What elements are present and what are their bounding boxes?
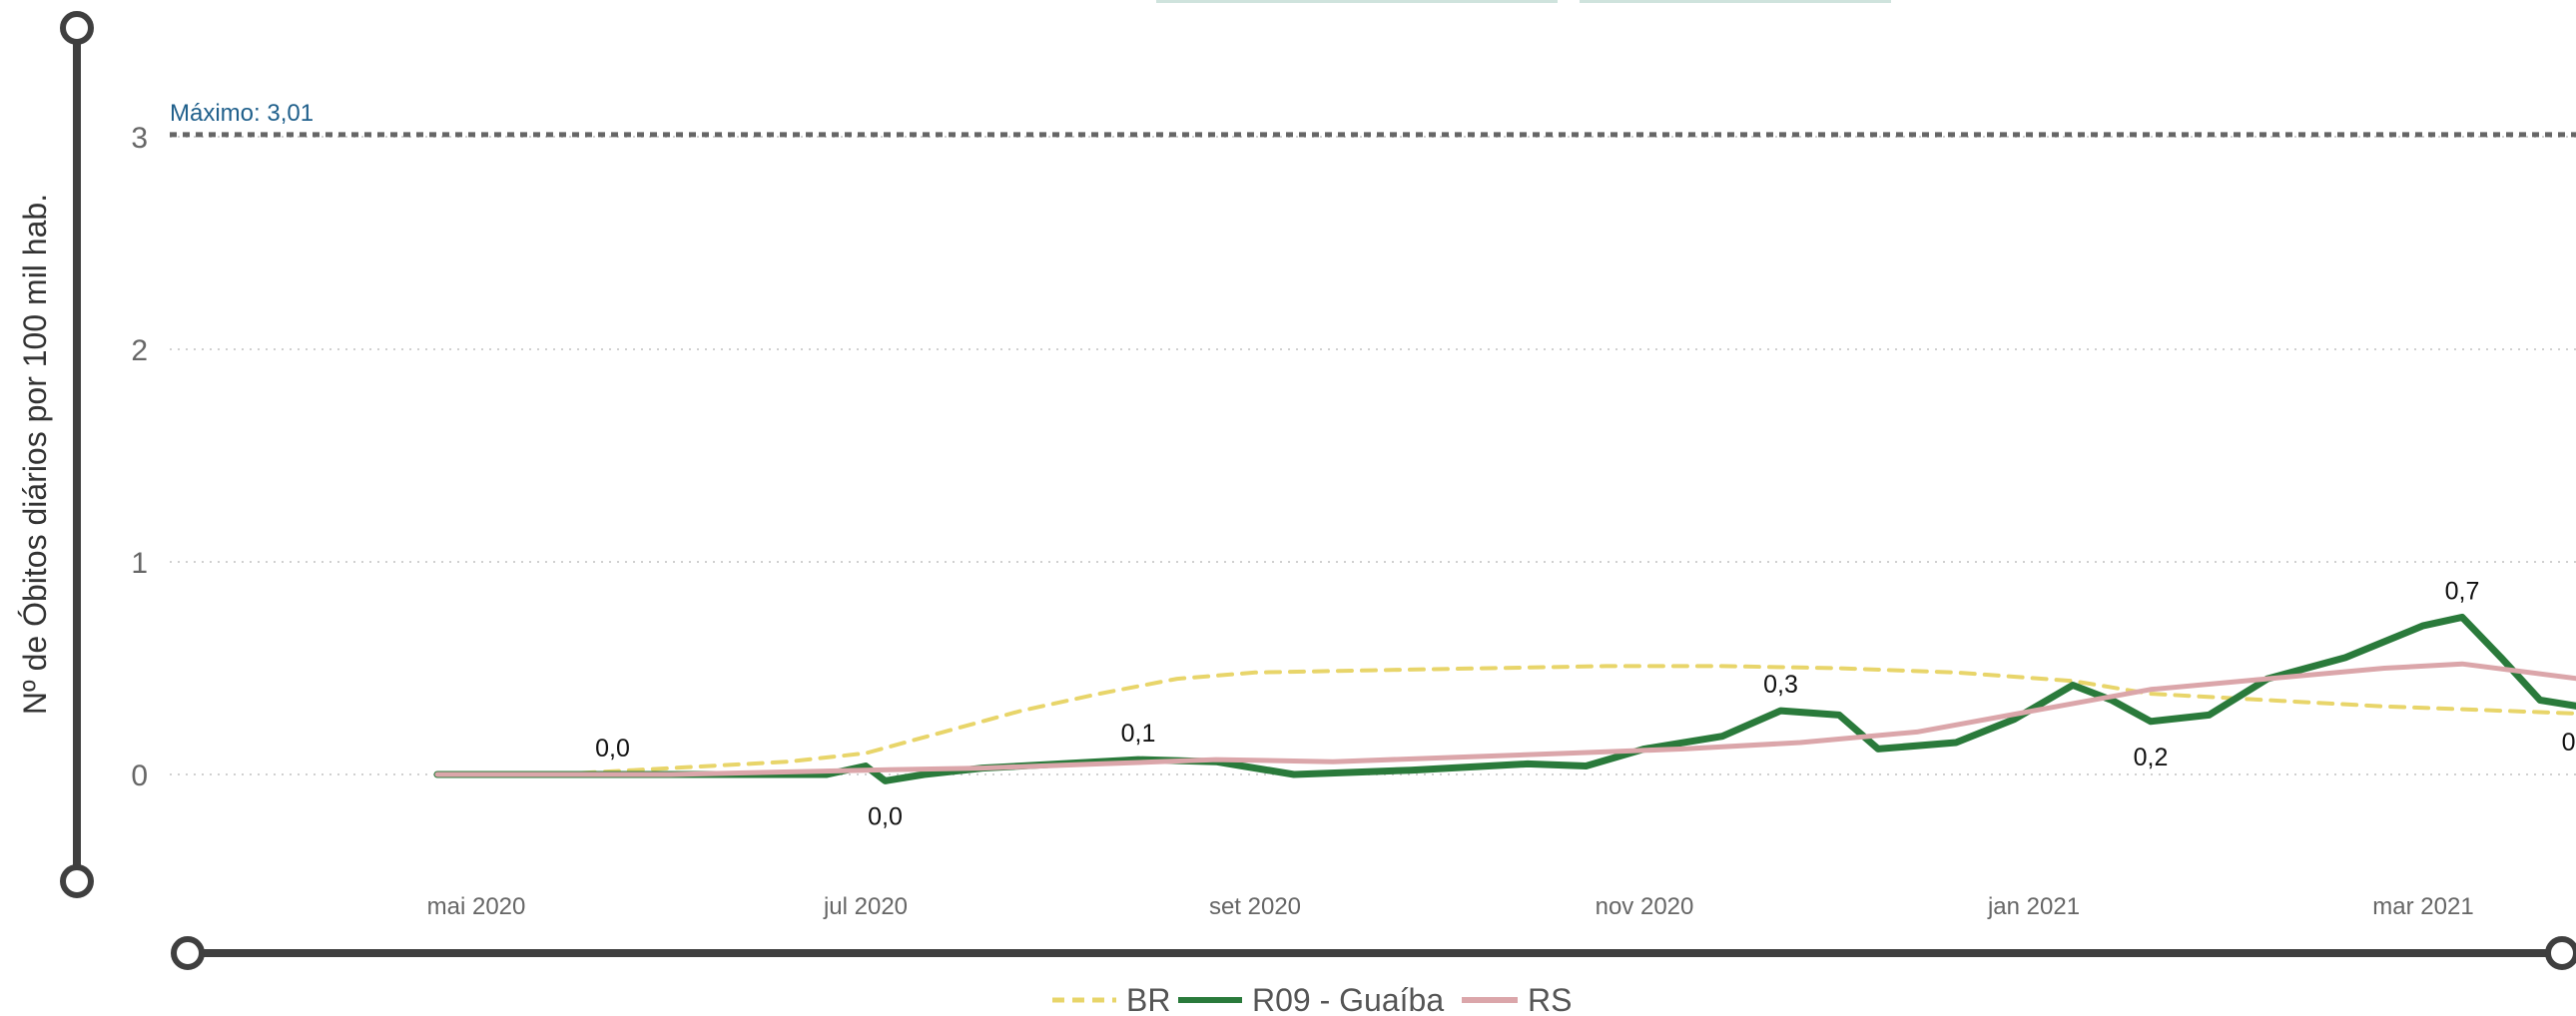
data-label: 0,0 bbox=[595, 735, 630, 762]
data-label: 0,3 bbox=[2562, 729, 2576, 757]
x-tick-label: jul 2020 bbox=[823, 893, 908, 920]
x-slider-handle-right[interactable] bbox=[2545, 936, 2576, 970]
y-slider-handle-bottom[interactable] bbox=[60, 864, 94, 898]
gridlines bbox=[170, 136, 2576, 775]
x-axis-range-slider[interactable] bbox=[171, 936, 2576, 970]
y-tick-label: 0 bbox=[131, 760, 148, 792]
top-tab-1[interactable] bbox=[1156, 0, 1558, 3]
legend-label-r09-guaiba: R09 - Guaíba bbox=[1252, 982, 1444, 1016]
y-axis-ticks: 0 1 2 3 bbox=[131, 122, 148, 792]
x-tick-label: set 2020 bbox=[1209, 893, 1301, 920]
y-tick-label: 1 bbox=[131, 547, 148, 580]
legend-item-r09-guaiba[interactable]: R09 - Guaíba bbox=[1178, 982, 1444, 1016]
legend-item-br[interactable]: BR bbox=[1052, 982, 1170, 1016]
legend-item-rs[interactable]: RS bbox=[1462, 982, 1572, 1016]
y-tick-label: 3 bbox=[131, 122, 148, 155]
data-label: 0,1 bbox=[1121, 720, 1156, 748]
data-label: 0,7 bbox=[2445, 577, 2480, 605]
legend-label-rs: RS bbox=[1528, 982, 1572, 1016]
x-tick-label: jan 2021 bbox=[1987, 893, 2080, 920]
y-axis-title: Nº de Óbitos diários por 100 mil hab. bbox=[17, 194, 53, 715]
x-tick-label: nov 2020 bbox=[1596, 893, 1694, 920]
data-label: 0,0 bbox=[868, 802, 903, 830]
x-tick-label: mar 2021 bbox=[2372, 893, 2473, 920]
legend: BR R09 - Guaíba RS bbox=[1052, 982, 1572, 1016]
x-axis-ticks: mai 2020 jul 2020 set 2020 nov 2020 jan 2021… bbox=[427, 893, 2474, 920]
series-lines bbox=[433, 613, 2576, 784]
data-labels: 0,00,00,10,30,20,70,30,30,80,30,20,60,70… bbox=[595, 577, 2576, 830]
y-slider-handle-top[interactable] bbox=[60, 11, 94, 45]
series-line-r09-gua-ba bbox=[433, 613, 2576, 784]
max-reference-label: Máximo: 3,01 bbox=[170, 100, 314, 127]
legend-label-br: BR bbox=[1126, 982, 1170, 1016]
data-label: 0,2 bbox=[2134, 744, 2169, 771]
x-slider-handle-left[interactable] bbox=[171, 936, 205, 970]
y-axis-range-slider[interactable] bbox=[60, 11, 94, 898]
data-label: 0,3 bbox=[1763, 671, 1798, 699]
series-line-br bbox=[435, 664, 2576, 776]
y-tick-label: 2 bbox=[131, 334, 148, 367]
series-line-rs bbox=[434, 661, 2576, 777]
x-tick-label: mai 2020 bbox=[427, 893, 526, 920]
top-tab-2[interactable] bbox=[1580, 0, 1891, 3]
